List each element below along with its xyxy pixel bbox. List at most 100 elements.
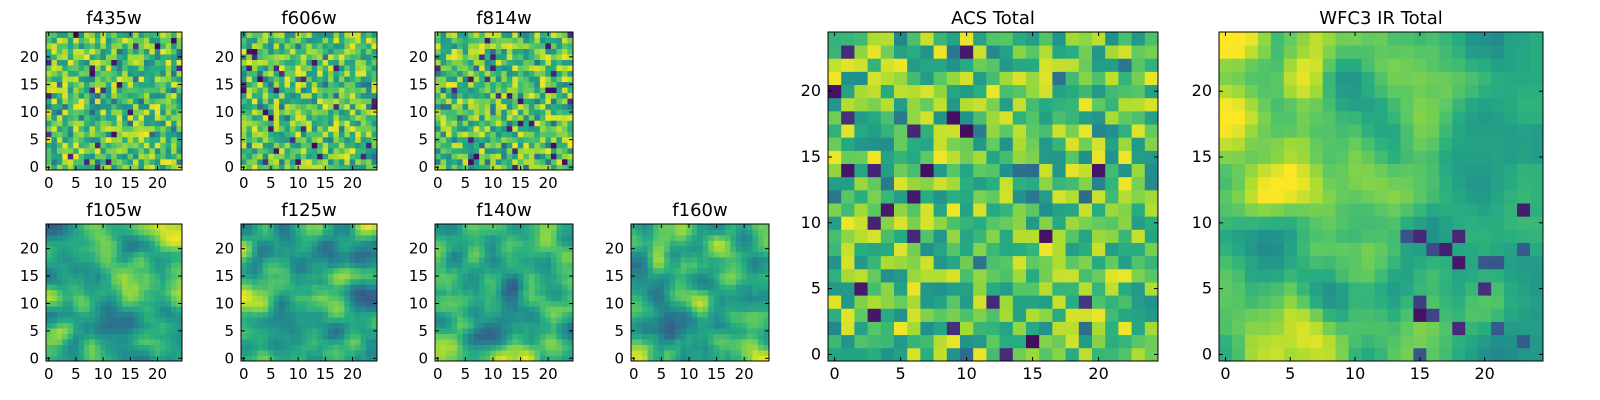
heatmap-cell — [528, 136, 535, 143]
heatmap-cell — [257, 98, 264, 105]
heatmap-cell — [473, 43, 480, 49]
heatmap-cell — [697, 311, 704, 318]
heatmap-cell — [642, 289, 648, 296]
heatmap-cell — [539, 267, 546, 274]
heatmap-cell — [691, 300, 698, 307]
heatmap-cell — [257, 103, 264, 110]
heatmap-cell — [160, 114, 167, 121]
heatmap-cell — [322, 142, 329, 149]
heatmap-cell — [746, 295, 753, 302]
heatmap-cell — [495, 114, 502, 121]
heatmap-cell — [484, 234, 491, 241]
heatmap-cell — [828, 347, 842, 362]
heatmap-cell — [355, 131, 362, 138]
heatmap-cell — [523, 339, 530, 345]
heatmap-cell — [986, 229, 1000, 243]
heatmap-cell — [62, 142, 69, 149]
heatmap-cell — [462, 103, 469, 110]
heatmap-cell — [317, 147, 323, 154]
heatmap-cell — [360, 158, 367, 165]
heatmap-cell — [251, 164, 258, 171]
heatmap-cell — [279, 262, 285, 269]
heatmap-cell — [440, 300, 447, 307]
heatmap-cell — [84, 322, 90, 329]
heatmap-cell — [111, 333, 118, 340]
heatmap-cell — [484, 120, 491, 127]
heatmap-cell — [457, 65, 463, 72]
heatmap-cell — [138, 295, 145, 302]
heatmap-cell — [539, 350, 546, 356]
heatmap-cell — [523, 284, 530, 291]
heatmap-cell — [642, 224, 648, 230]
heatmap-cell — [907, 321, 921, 336]
heatmap-cell — [94, 81, 101, 88]
heatmap-cell — [1052, 176, 1066, 191]
heatmap-cell — [344, 328, 351, 334]
heatmap-cell — [556, 251, 563, 258]
heatmap-cell — [56, 328, 63, 334]
heatmap-cell — [708, 306, 715, 313]
heatmap-cell — [257, 114, 264, 121]
heatmap-cell — [143, 262, 150, 269]
heatmap-cell — [468, 70, 475, 77]
heatmap-cell — [349, 284, 356, 291]
heatmap-cell — [116, 65, 123, 72]
heatmap-cell — [468, 59, 475, 66]
heatmap-cell — [100, 54, 107, 60]
heatmap-cell — [251, 262, 258, 269]
heatmap-cell — [539, 54, 546, 60]
heatmap-cell — [289, 147, 296, 154]
heatmap-cell — [534, 131, 541, 138]
heatmap-cell — [490, 114, 497, 121]
heatmap-cell — [289, 267, 296, 274]
heatmap-cell — [289, 43, 296, 49]
heatmap-cell — [344, 59, 351, 66]
heatmap-cell — [752, 322, 759, 329]
heatmap-cell — [933, 334, 948, 349]
heatmap-cell — [73, 43, 80, 49]
heatmap-cell — [78, 256, 85, 263]
heatmap-cell — [165, 306, 172, 313]
heatmap-cell — [697, 289, 704, 296]
heatmap-cell — [907, 308, 921, 322]
heatmap-cell — [741, 344, 748, 351]
heatmap-cell — [473, 109, 480, 116]
heatmap-cell — [506, 32, 513, 38]
heatmap-cell — [528, 48, 535, 55]
heatmap-cell — [127, 284, 134, 291]
heatmap-cell — [741, 317, 748, 324]
heatmap-cell — [127, 350, 134, 356]
heatmap-cell — [894, 203, 908, 217]
heatmap-cell — [517, 59, 524, 66]
heatmap-cell — [435, 256, 441, 263]
heatmap-cell — [317, 81, 323, 88]
heatmap-cell — [62, 54, 69, 60]
heatmap-cell — [512, 300, 519, 307]
heatmap-cell — [550, 153, 557, 160]
heatmap-cell — [1144, 216, 1159, 230]
heatmap-cell — [273, 120, 280, 127]
heatmap-cell — [933, 295, 948, 309]
heatmap-cell — [550, 311, 557, 318]
heatmap-cell — [67, 136, 74, 143]
heatmap-cell — [306, 328, 313, 334]
heatmap-cell — [735, 224, 742, 230]
heatmap-cell — [133, 98, 139, 105]
heatmap-cell — [446, 81, 452, 88]
heatmap-cell — [680, 333, 687, 340]
heatmap-cell — [708, 273, 715, 280]
heatmap-cell — [631, 278, 637, 285]
heatmap-cell — [306, 98, 313, 105]
heatmap-cell — [506, 164, 513, 171]
heatmap-cell — [338, 355, 345, 362]
heatmap-cell — [246, 164, 253, 171]
heatmap-cell — [735, 322, 742, 329]
heatmap-cell — [528, 98, 535, 105]
heatmap-cell — [457, 251, 463, 258]
heatmap-cell — [262, 37, 269, 44]
heatmap-cell — [550, 87, 557, 94]
heatmap-cell — [62, 344, 69, 351]
heatmap-cell — [56, 295, 63, 302]
heatmap-cell — [366, 136, 372, 143]
heatmap-cell — [484, 229, 491, 236]
